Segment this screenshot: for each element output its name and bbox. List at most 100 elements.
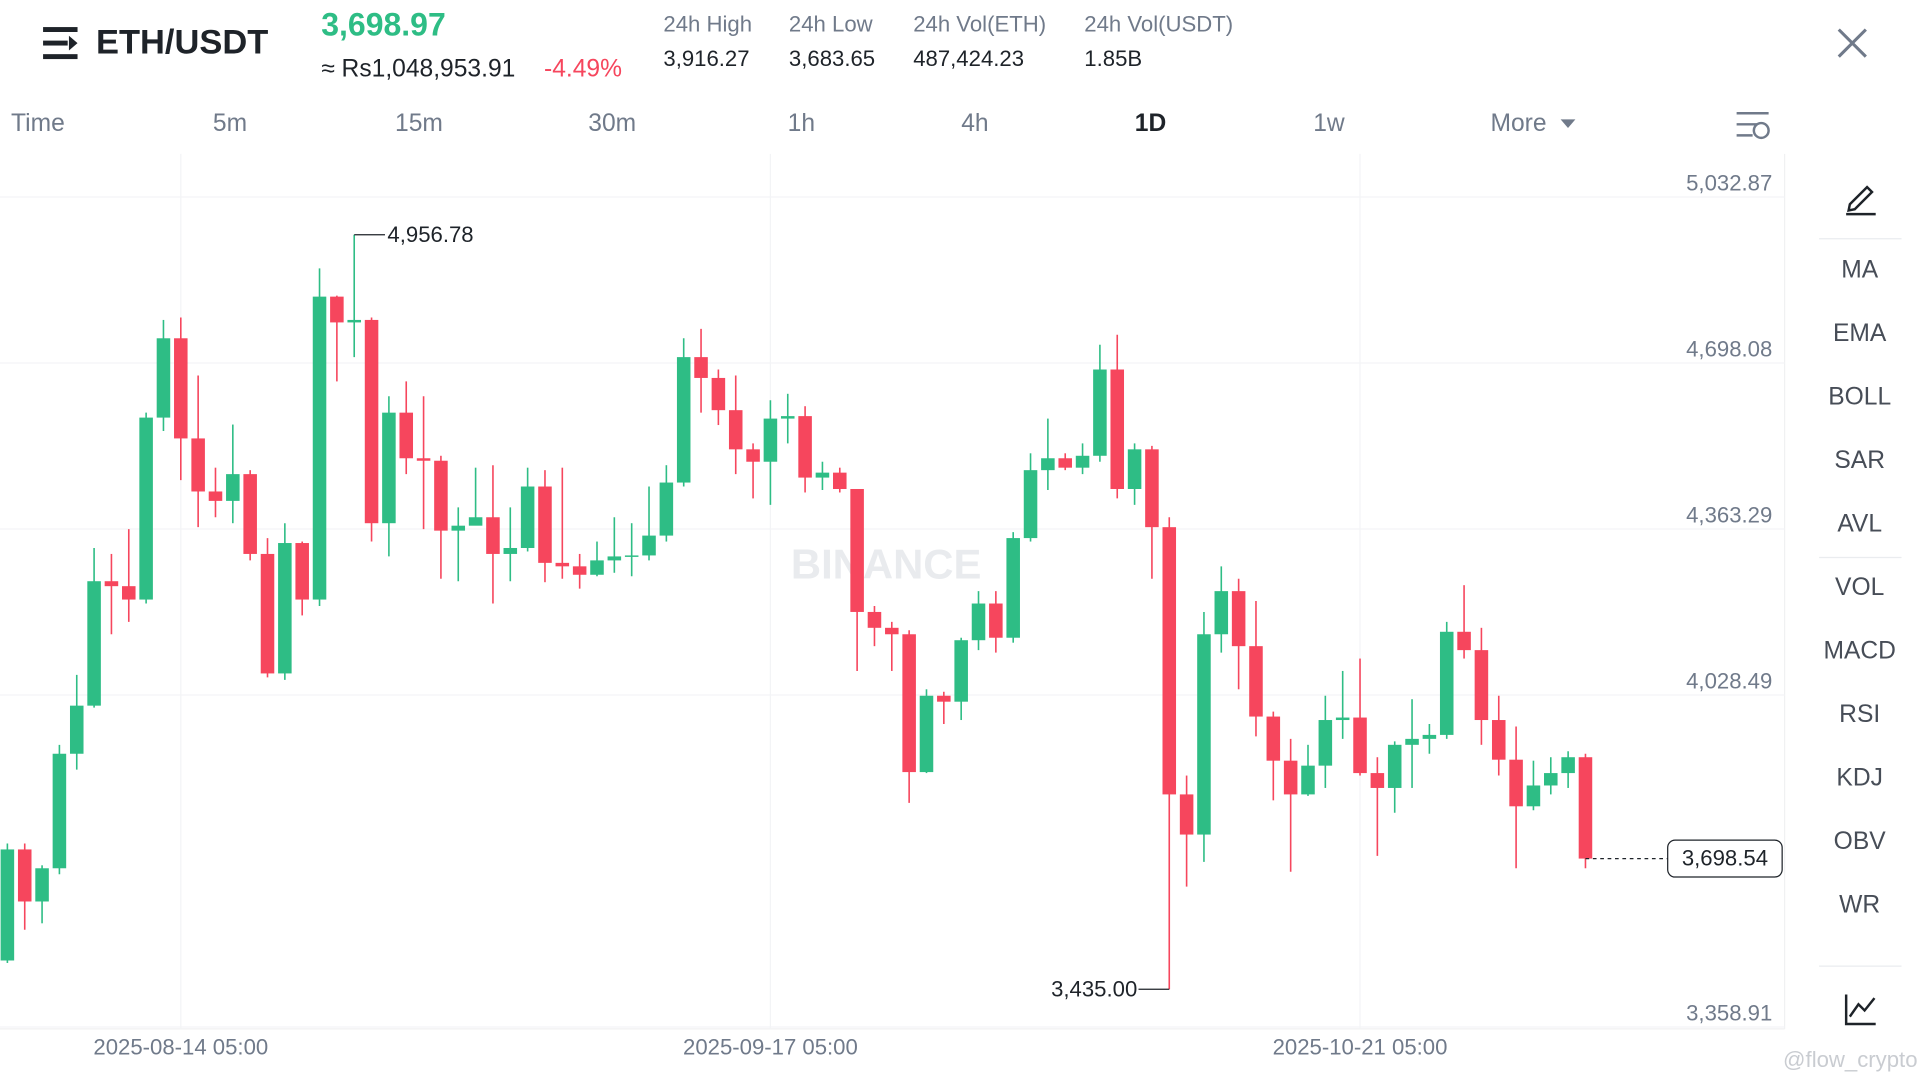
y-tick-label: 3,358.91 — [1686, 1001, 1772, 1026]
candle — [1145, 445, 1159, 579]
candle — [52, 744, 67, 875]
indicator[interactable]: EMA — [1833, 320, 1887, 347]
indicator[interactable]: AVL — [1837, 510, 1882, 537]
candle-body — [1370, 773, 1385, 788]
candle — [1127, 443, 1142, 505]
min-label: 3,435.00 — [1051, 976, 1137, 1001]
chart-settings[interactable] — [1736, 112, 1770, 140]
candle — [35, 865, 49, 924]
stat-value: 1.85B — [1084, 46, 1142, 71]
candle — [659, 465, 674, 542]
indicator[interactable]: RSI — [1839, 701, 1880, 728]
close-button[interactable] — [1837, 28, 1867, 58]
tab[interactable]: 30m — [588, 110, 636, 137]
candle-body — [1526, 785, 1541, 807]
indicator[interactable]: OBV — [1834, 828, 1887, 855]
candle-body — [1318, 720, 1333, 766]
tab-label: 1h — [788, 110, 815, 137]
indicator[interactable]: SAR — [1834, 447, 1885, 474]
price-change: -4.49% — [544, 56, 622, 83]
tab[interactable]: More — [1490, 110, 1576, 137]
candle — [763, 400, 778, 505]
indicator-label: WR — [1839, 891, 1880, 918]
indicator[interactable]: WR — [1839, 891, 1880, 918]
candle-body — [902, 634, 916, 773]
candle-body — [763, 418, 778, 462]
candle-body — [728, 410, 743, 450]
stat-label: 24h High — [663, 12, 752, 37]
tab[interactable]: 1D — [1135, 110, 1166, 137]
stat-label: 24h Vol(USDT) — [1084, 12, 1233, 37]
candle-body — [746, 449, 760, 462]
candle — [520, 467, 535, 552]
candle-body — [35, 868, 49, 902]
candle-body — [815, 472, 830, 478]
y-tick-label: 4,028.49 — [1686, 669, 1772, 694]
candle-body — [1301, 765, 1315, 795]
candle — [1023, 453, 1038, 542]
candle-body — [937, 695, 951, 702]
candle — [1318, 695, 1333, 788]
candle-body — [1387, 744, 1402, 788]
candle — [607, 517, 622, 573]
candle-body — [954, 640, 968, 702]
tab[interactable]: 1h — [788, 110, 815, 137]
indicator-label: SAR — [1834, 447, 1885, 474]
grid: 5,032.87 4,698.08 4,363.29 4,028.49 3,358.91… — [0, 153, 1786, 1059]
candle-body — [122, 586, 136, 600]
overlay: 4,956.78 3,435.00 3,698.54 — [354, 222, 1783, 1001]
interval-tabs: Time 5m 15m 30m 1h 4h 1D 1w More — [11, 110, 1576, 137]
candle — [971, 591, 986, 651]
chart-icon — [1844, 994, 1876, 1026]
menu-icon[interactable] — [43, 27, 78, 60]
candle — [902, 630, 916, 803]
tab-label: More — [1490, 110, 1546, 137]
draw-tool[interactable] — [1846, 185, 1876, 216]
tab[interactable]: 1w — [1313, 110, 1345, 137]
candle-body — [1457, 631, 1471, 651]
candle — [17, 843, 32, 930]
symbol: ETH/USDT — [96, 23, 268, 61]
x-tick-label: 2025-09-17 05:00 — [683, 1034, 858, 1059]
indicator[interactable]: KDJ — [1836, 764, 1883, 791]
indicator[interactable]: MA — [1841, 256, 1878, 283]
candle — [122, 529, 136, 622]
candle — [1353, 658, 1367, 776]
candle-body — [1474, 650, 1489, 721]
indicator[interactable]: VOL — [1835, 574, 1884, 601]
candle — [798, 406, 812, 493]
tab[interactable]: 4h — [961, 110, 988, 137]
tab[interactable]: Time — [11, 110, 65, 137]
indicator[interactable]: MACD — [1823, 637, 1895, 664]
candle-body — [1145, 449, 1159, 528]
close-icon — [1837, 28, 1867, 58]
tab[interactable]: 5m — [213, 110, 247, 137]
candle — [867, 606, 882, 647]
indicator-label: OBV — [1834, 828, 1887, 855]
candle — [538, 470, 552, 583]
candle-body — [520, 486, 535, 548]
credit: @flow_crypto — [1783, 1047, 1917, 1072]
candle-body — [1422, 734, 1437, 739]
candle — [1509, 726, 1523, 869]
candle-body — [451, 525, 466, 531]
chart-type[interactable] — [1844, 994, 1876, 1026]
header: ETH/USDT 3,698.97 ≈ Rs1,048,953.91 -4.49… — [43, 7, 1867, 83]
candle — [243, 470, 257, 561]
tab-label: 30m — [588, 110, 636, 137]
candle-body — [989, 603, 1003, 638]
candle-body — [0, 849, 15, 961]
candle — [885, 621, 899, 671]
candle — [1093, 344, 1107, 462]
indicator[interactable]: BOLL — [1828, 383, 1891, 410]
candle — [156, 319, 171, 431]
candle-body — [885, 627, 899, 635]
candle — [1075, 443, 1090, 475]
last-price-box — [1667, 839, 1783, 878]
candle-body — [798, 416, 812, 478]
candle-body — [174, 338, 188, 439]
tab[interactable]: 15m — [395, 110, 443, 137]
candle-body — [208, 491, 223, 501]
candle — [815, 461, 830, 490]
